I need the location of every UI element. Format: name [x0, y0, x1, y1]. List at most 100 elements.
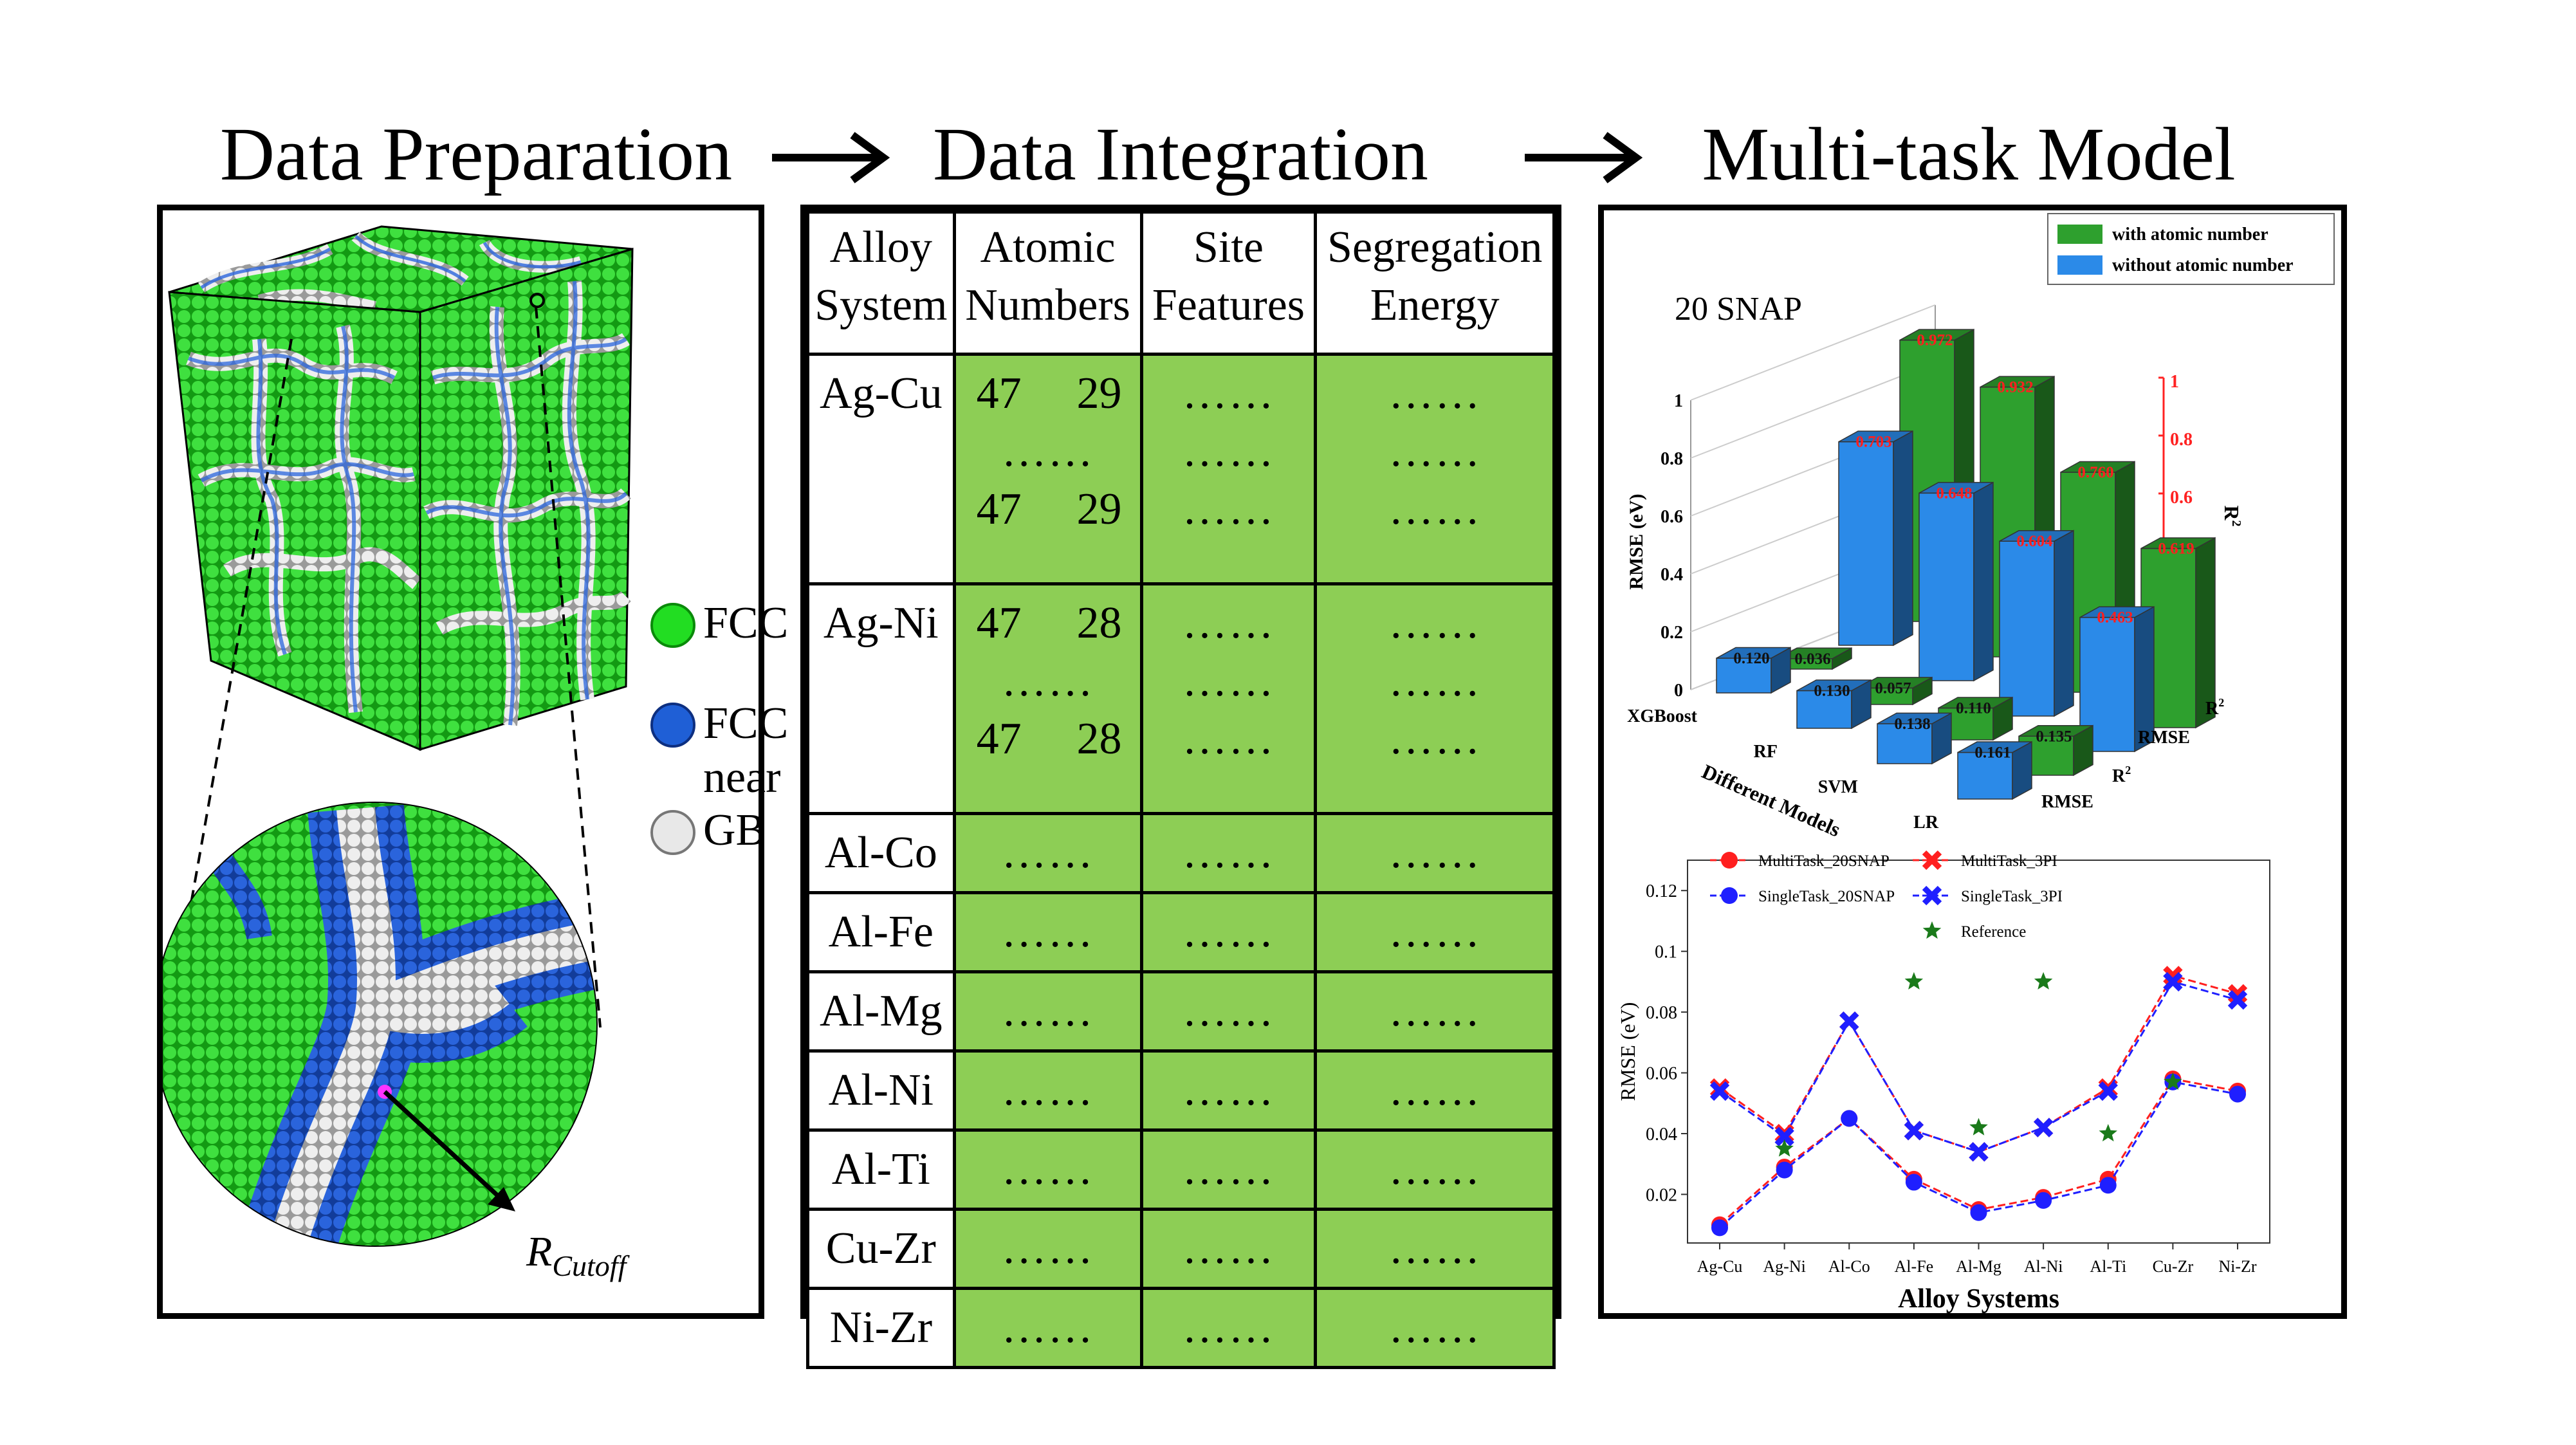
series-reference [1775, 971, 2182, 1157]
ellipsis: …… [1182, 369, 1275, 418]
alloy-label: Al-Mg [820, 986, 943, 1036]
alloy-label: Ag-Cu [820, 369, 943, 418]
bar-top-face [1796, 679, 1872, 692]
x-tick-label: Ni-Zr [2218, 1257, 2257, 1276]
ellipsis: …… [1182, 714, 1275, 764]
header-site-features: Site Features [1139, 210, 1318, 356]
legend-label: without atomic number [2112, 255, 2294, 275]
bar: 0.120 [1716, 647, 1791, 694]
table-row: Al-Fe …… …… …… [806, 891, 1556, 973]
ellipsis: …… [1182, 1145, 1275, 1194]
bar-top-face [1938, 697, 2013, 709]
data-point [2033, 1118, 2054, 1137]
ellipsis: …… [1388, 828, 1482, 878]
ellipsis: …… [1182, 598, 1275, 648]
bar: 0.463 [2079, 605, 2155, 753]
legend-label: with atomic number [2112, 225, 2268, 244]
x-tick-label: Ag-Cu [1697, 1257, 1743, 1276]
line-chart: 0.02 0.04 0.06 0.08 0.1 0.12 Ag-Cu Ag-Ni Al-Co Al… [1616, 850, 2270, 1314]
site-features-cell: …… …… …… [1139, 353, 1318, 585]
zoom-circle-outline [163, 802, 598, 1247]
atomic-number-pair: 47 29 [976, 369, 1122, 418]
fcc-near-gb-legend-marker [650, 703, 695, 748]
bar-side-face [1893, 430, 1913, 647]
data-point [2099, 1124, 2117, 1142]
data-point [1709, 1081, 1730, 1101]
data-point [1774, 1127, 1794, 1146]
y2-tick-label: 0.6 [2170, 488, 2193, 508]
atomic-numbers-cell: …… [952, 1128, 1143, 1211]
stage-title-preparation: Data Preparation [219, 112, 733, 196]
alloy-label: Al-Fe [828, 907, 934, 957]
alloy-system-cell: Ag-Cu [806, 353, 956, 585]
gridline [1690, 304, 1936, 401]
data-point [2227, 984, 2248, 1004]
y2-axis-title: R2 [2220, 505, 2243, 526]
bar-data-label: 0.138 [1894, 715, 1930, 733]
ellipsis: …… [1182, 986, 1275, 1036]
x-tick-label: SVM [1818, 777, 1858, 797]
bar-data-label: 0.604 [2016, 533, 2053, 550]
data-point [2099, 1177, 2117, 1194]
data-point [1904, 971, 1924, 989]
depth-tick-label: R2 [2112, 764, 2131, 786]
ellipsis: …… [1388, 1065, 1482, 1115]
bar-top-face [1838, 430, 1913, 443]
data-integration-panel: Alloy System Atomic Numbers Site Features S… [800, 205, 1561, 1369]
ellipsis: …… [1388, 907, 1482, 957]
series-singletask-3pi [1709, 971, 2248, 1162]
atomic-numbers-cell: …… [952, 1208, 1143, 1290]
legend-marker [1922, 850, 1942, 870]
legend-label: Reference [1961, 923, 2026, 941]
bar-data-label: 0.130 [1814, 683, 1850, 700]
site-features-cell: …… [1139, 970, 1318, 1053]
bar: 0.619 [2140, 537, 2216, 729]
y-tick-label: 0.8 [1661, 449, 1683, 469]
legend-marker [1721, 852, 1738, 869]
bar-top-face [2140, 537, 2216, 549]
data-point [1969, 1118, 1988, 1136]
data-point [1776, 1161, 1793, 1179]
gb-legend-marker [650, 810, 695, 855]
site-features-cell: …… [1139, 1208, 1318, 1290]
right-arrow-icon [1525, 132, 1643, 183]
stage-title-integration: Data Integration [933, 112, 1428, 196]
x-tick-label: Al-Fe [1895, 1257, 1934, 1276]
x-tick-label: Cu-Zr [2153, 1257, 2194, 1276]
header-segregation-energy: Segregation Energy [1314, 210, 1556, 356]
bar-data-label: 0.972 [1917, 332, 1953, 349]
x-tick-label: Ag-Ni [1763, 1257, 1805, 1276]
ellipsis: …… [1388, 714, 1482, 764]
bar: 0.703 [1838, 430, 1913, 647]
bar-top-face [1899, 329, 1974, 341]
legend-label-fcc: FCC [703, 598, 789, 648]
legend-marker [1922, 921, 1942, 939]
data-preparation-panel: RCutoff FCC FCC near GB [157, 205, 788, 1319]
ellipsis: …… [1388, 369, 1482, 418]
cube-front-face [168, 291, 422, 751]
ellipsis: …… [1001, 986, 1094, 1036]
y-tick-label: 0.02 [1646, 1185, 1677, 1205]
zoom-marker [529, 293, 545, 308]
atomic-numbers-cell: …… [952, 1049, 1143, 1132]
ellipsis: …… [1182, 828, 1275, 878]
ellipsis: …… [1388, 1303, 1482, 1352]
site-features-cell: …… [1139, 1287, 1318, 1369]
bar-top-face [2079, 606, 2155, 618]
alloy-label: Al-Ni [828, 1065, 934, 1115]
alloy-label: Al-Ti [831, 1145, 930, 1194]
ellipsis: …… [1001, 1303, 1094, 1352]
bar-side-face [2054, 529, 2074, 717]
ellipsis: …… [1388, 598, 1482, 648]
stage-title-model: Multi-task Model [1702, 112, 2236, 196]
segregation-energy-cell: …… …… …… [1314, 582, 1556, 815]
header-alloy-system: Alloy System [806, 210, 956, 356]
ellipsis: …… [1182, 484, 1275, 534]
legend-label-gb: GB [703, 805, 766, 855]
table-header-row: Alloy System Atomic Numbers Site Features S… [806, 210, 1556, 356]
alloy-system-cell: Al-Ti [806, 1128, 956, 1211]
cutoff-label: RCutoff [526, 1228, 630, 1282]
data-point [1711, 1219, 1728, 1237]
ellipsis: …… [1001, 1224, 1094, 1273]
